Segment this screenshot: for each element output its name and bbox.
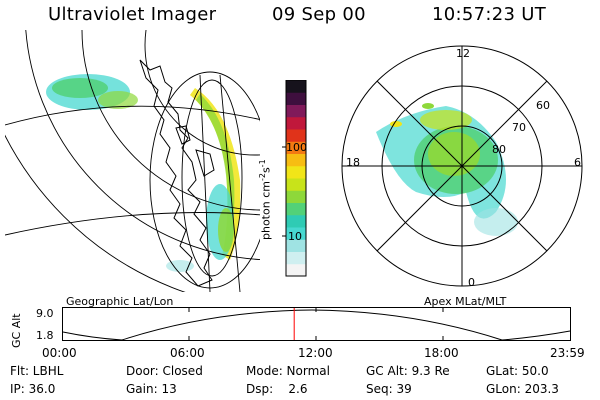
dsp-info: Dsp: 2.6 [246,382,308,396]
geographic-caption: Geographic Lat/Lon [66,295,174,308]
lat-label-70: 70 [512,121,526,134]
colorbar-swatch [286,190,306,203]
glon-info: GLon: 203.3 [486,382,559,396]
orbit-xtick-0000: 00:00 [42,346,77,360]
mlt-label-0: 0 [468,276,475,289]
colorbar-exp1: -2 [258,173,267,182]
mode-info: Mode: Normal [246,364,330,378]
ip-info: IP: 36.0 [10,382,56,396]
polar-aurora [376,103,518,236]
colorbar-swatch [286,214,306,228]
seq-info: Seq: 39 [366,382,412,396]
polar-plot [341,45,583,287]
orbit-ticks [188,308,444,341]
gain-info: Gain: 13 [126,382,177,396]
colorbar-swatch [286,227,306,240]
altitude-info: GC Alt: 9.3 Re [366,364,450,378]
colorbar-unit: photon cm [259,181,273,240]
orbit-xtick-1200: 12:00 [298,346,333,360]
colorbar-swatch [286,251,306,265]
colorbar-tick-10: 10 [288,230,302,243]
colorbar-swatch [286,116,306,130]
time-label: 10:57:23 UT [432,4,547,25]
colorbar-swatch [286,129,306,142]
glat-info: GLat: 50.0 [486,364,549,378]
instrument-title: Ultraviolet Imager [48,4,217,25]
lat-label-80: 80 [492,143,506,156]
mlt-label-12: 12 [456,47,470,60]
coastline [139,59,215,287]
colorbar-s: s [259,167,273,174]
mlt-label-18: 18 [346,156,360,169]
door-info: Door: Closed [126,364,203,378]
lat-label-60: 60 [536,99,550,112]
orbit-ytick-top: 9.0 [36,307,54,320]
orbit-xtick-1800: 18:00 [424,346,459,360]
polar-grid [341,45,583,287]
graticule-grid [5,30,260,292]
colorbar-tick-100: 100 [286,141,307,154]
geographic-image [5,30,260,292]
colorbar-swatch [286,92,306,105]
colorbar-swatch [286,263,306,277]
filter-info: Flt: LBHL [10,364,64,378]
colorbar-swatch [286,153,306,167]
colorbar-swatch [286,80,306,93]
orbit-plot [62,307,571,341]
colorbar-swatch [286,178,306,191]
colorbar-swatch [286,104,306,118]
orbit-altitude-curve [62,309,571,341]
colorbar [282,80,307,277]
date-label: 09 Sep 00 [272,4,366,25]
orbit-xtick-0600: 06:00 [170,346,205,360]
mlt-label-6: 6 [574,156,581,169]
colorbar-exp2: -1 [258,159,267,168]
orbit-ylabel: GC Alt [10,313,23,348]
colorbar-swatch [286,141,306,154]
geographic-aurora [46,74,241,272]
polar-caption: Apex MLat/MLT [424,295,507,308]
colorbar-swatch [286,165,306,179]
orbit-ytick-bottom: 1.8 [36,329,54,342]
orbit-xtick-2359: 23:59 [550,346,585,360]
colorbar-swatch [286,202,306,216]
colorbar-swatch [286,239,306,252]
colorbar-label: photon cm-2s-1 [258,159,273,240]
